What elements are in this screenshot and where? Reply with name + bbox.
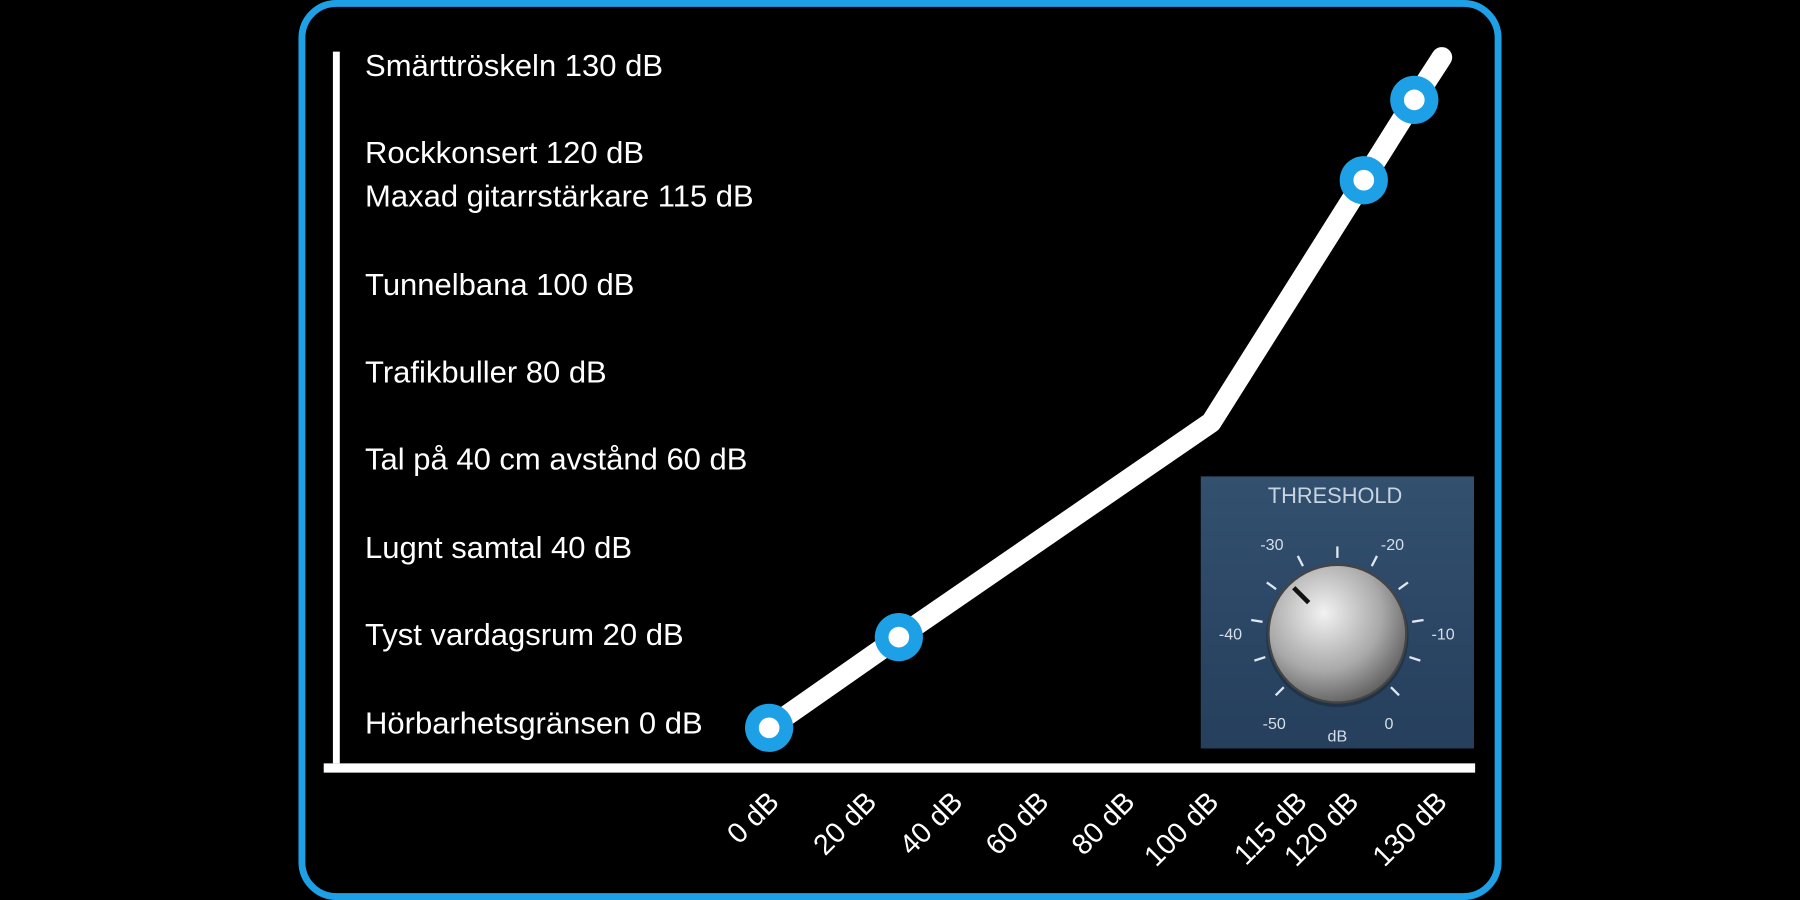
knob-tick: [1370, 555, 1379, 567]
level-label: Maxad gitarrstärkare 115 dB: [365, 179, 754, 214]
knob-ticks: [1251, 546, 1424, 697]
level-label: Hörbarhetsgränsen 0 dB: [365, 706, 703, 741]
knob-tick: [1409, 655, 1421, 662]
level-label: Rockkonsert 120 dB: [365, 135, 644, 170]
knob-scale-label: -30: [1260, 536, 1283, 554]
marker-center: [758, 717, 780, 739]
knob-tick: [1274, 686, 1285, 697]
level-label: Smärttröskeln 130 dB: [365, 48, 663, 83]
level-label: Tal på 40 cm avstånd 60 dB: [365, 442, 747, 477]
knob-tick: [1251, 618, 1263, 623]
marker-center: [888, 626, 910, 648]
threshold-knob: THRESHOLD -30 -20 -40 -10 -50 0 dB: [1200, 476, 1474, 749]
knob-scale-label: -50: [1263, 715, 1286, 733]
level-label: Tunnelbana 100 dB: [365, 267, 634, 302]
level-labels: Smärttröskeln 130 dB Rockkonsert 120 dB Ma…: [365, 48, 754, 741]
knob-tick: [1412, 618, 1424, 623]
level-label: Tyst vardagsrum 20 dB: [365, 617, 684, 652]
marker-center: [1353, 169, 1375, 191]
knob-title: THRESHOLD: [1268, 483, 1402, 508]
knob-scale-label: -10: [1432, 625, 1455, 643]
knob-tick: [1390, 686, 1400, 697]
knob-tick: [1296, 555, 1304, 567]
knob-tick: [1266, 581, 1277, 591]
level-label: Lugnt samtal 40 dB: [365, 530, 632, 565]
knob-tick: [1254, 655, 1266, 662]
knob-pointer: [1292, 586, 1311, 605]
level-label: Trafikbuller 80 dB: [365, 354, 607, 389]
knob-scale-label: -20: [1381, 536, 1404, 554]
knob-scale-label: -40: [1219, 625, 1242, 643]
knob-scale: -30 -20 -40 -10 -50 0: [1219, 536, 1455, 733]
knob: [1267, 563, 1408, 704]
markers: [745, 75, 1439, 752]
panel: [298, 0, 1502, 900]
knob-tick: [1397, 581, 1409, 591]
marker-center: [1403, 89, 1425, 111]
knob-unit: dB: [1328, 728, 1348, 746]
knob-scale-label: 0: [1385, 715, 1394, 733]
